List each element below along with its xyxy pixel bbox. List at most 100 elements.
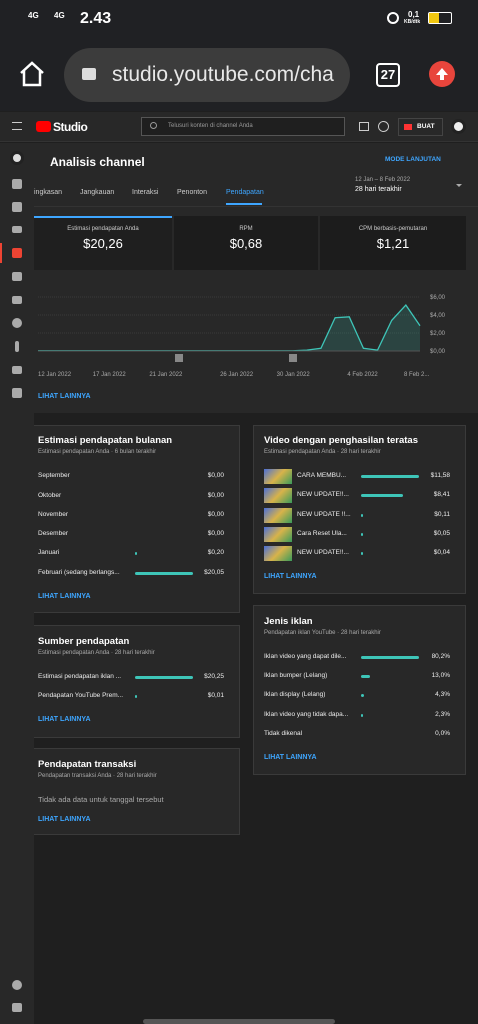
- row-label: November: [38, 511, 68, 518]
- home-icon[interactable]: [18, 60, 46, 88]
- row-value: 4,3%: [435, 691, 450, 698]
- battery: [428, 12, 452, 24]
- empty-message: Tidak ada data untuk tanggal tersebut: [38, 795, 164, 804]
- customize-icon[interactable]: [12, 366, 22, 374]
- row-label: Iklan video yang tidak dapa...: [264, 711, 349, 718]
- channel-avatar[interactable]: [10, 151, 24, 165]
- bar: [135, 694, 137, 698]
- metric-box[interactable]: [320, 216, 466, 270]
- settings-icon[interactable]: [12, 980, 22, 990]
- metric-box[interactable]: [174, 216, 318, 270]
- metric-box[interactable]: [34, 216, 172, 270]
- date-dropdown[interactable]: [456, 184, 462, 187]
- speed: 0,1: [408, 10, 420, 19]
- bar: [361, 693, 365, 697]
- tab[interactable]: Jangkauan: [80, 189, 115, 196]
- url: studio.youtube.com/cha: [112, 63, 334, 86]
- advanced-mode[interactable]: MODE LANJUTAN: [385, 156, 441, 163]
- speed-unit: KB/dtk: [404, 19, 421, 25]
- row-value: 80,2%: [431, 653, 450, 660]
- card-link[interactable]: LIHAT LAINNYA: [38, 816, 91, 823]
- feedback-icon[interactable]: [12, 1003, 22, 1012]
- row-label: NEW UPDATE!!...: [297, 549, 349, 556]
- bar: [361, 674, 371, 678]
- lock-icon: [82, 68, 96, 80]
- x-tick-label: 21 Jan 2022: [149, 372, 183, 378]
- row-label: Iklan display (Lelang): [264, 691, 326, 698]
- page-title: Analisis channel: [50, 155, 145, 169]
- bar: [361, 713, 363, 717]
- content-icon[interactable]: [12, 202, 22, 212]
- x-tick-label: 26 Jan 2022: [220, 372, 254, 378]
- bar: [135, 571, 193, 575]
- help-icon[interactable]: [378, 121, 389, 132]
- card-link[interactable]: LIHAT LAINNYA: [38, 716, 91, 723]
- row-value: $0,01: [207, 692, 224, 699]
- logo: Studio: [53, 120, 88, 134]
- tab-divider: [34, 206, 478, 207]
- row-value: $0,00: [207, 472, 224, 479]
- metric-value: $20,26: [83, 236, 123, 251]
- bar: [361, 513, 363, 517]
- row-value: $0,00: [207, 530, 224, 537]
- row-label: Tidak dikenal: [264, 730, 303, 737]
- playlist-icon[interactable]: [12, 226, 22, 233]
- url-bar[interactable]: [64, 48, 350, 102]
- y-tick-label: $6,00: [430, 295, 446, 301]
- dashboard-icon[interactable]: [12, 179, 22, 189]
- menu-icon[interactable]: [12, 122, 22, 130]
- monthly-revenue-card: [30, 425, 240, 613]
- tab[interactable]: Interaksi: [132, 189, 159, 196]
- card-subtitle: Estimasi pendapatan Anda · 28 hari terak…: [264, 449, 381, 455]
- thumbnail: [264, 469, 292, 484]
- card-link[interactable]: LIHAT LAINNYA: [264, 573, 317, 580]
- metric-label: Estimasi pendapatan Anda: [67, 226, 139, 232]
- search-box[interactable]: [141, 117, 345, 136]
- card-subtitle: Estimasi pendapatan Anda · 6 bulan terak…: [38, 449, 157, 455]
- tab[interactable]: ingkasan: [34, 189, 63, 196]
- bar: [361, 532, 363, 536]
- active-indicator: [0, 243, 2, 263]
- bar: [361, 493, 404, 497]
- audio-icon[interactable]: [12, 388, 22, 398]
- earn-icon[interactable]: [15, 341, 19, 352]
- card-subtitle: Pendapatan iklan YouTube · 28 hari terak…: [264, 630, 381, 636]
- create-button[interactable]: [398, 118, 443, 136]
- metric-label: CPM berbasis-pemutaran: [358, 226, 428, 232]
- area: [38, 305, 420, 351]
- tab[interactable]: Pendapatan: [226, 189, 264, 196]
- ad-types-card: [253, 605, 466, 775]
- row-label: NEW UPDATE!!...: [297, 491, 349, 498]
- tab[interactable]: Penonton: [177, 189, 207, 196]
- comments-icon[interactable]: [12, 272, 22, 281]
- tab-count[interactable]: 27: [376, 63, 400, 87]
- row-label: Desember: [38, 530, 68, 537]
- row-label: Iklan video yang dapat dile...: [264, 653, 347, 660]
- chart-link[interactable]: LIHAT LAINNYA: [38, 393, 91, 400]
- alarm-icon: [387, 12, 399, 24]
- avatar[interactable]: [451, 119, 466, 134]
- row-label: September: [38, 472, 70, 479]
- row-value: $0,20: [207, 549, 224, 556]
- row-label: Januari: [38, 549, 60, 556]
- row-value: $0,00: [207, 492, 224, 499]
- row-value: $11,58: [430, 472, 450, 479]
- date-period[interactable]: 28 hari terakhir: [355, 186, 402, 193]
- home-indicator: [143, 1019, 335, 1024]
- comment-icon[interactable]: [359, 122, 369, 131]
- x-tick-label: 4 Feb 2022: [347, 372, 378, 378]
- row-label: NEW UPDATE !!...: [297, 511, 351, 518]
- row-label: Cara Reset Ula...: [297, 530, 347, 537]
- thumbnail: [264, 508, 292, 523]
- card-link[interactable]: LIHAT LAINNYA: [38, 593, 91, 600]
- logo-icon: [36, 121, 51, 132]
- subtitles-icon[interactable]: [12, 296, 22, 304]
- analytics-icon[interactable]: [12, 248, 22, 258]
- row-value: $0,04: [433, 549, 450, 556]
- x-tick-label: 30 Jan 2022: [277, 372, 311, 378]
- bar: [361, 551, 363, 555]
- card-link[interactable]: LIHAT LAINNYA: [264, 754, 317, 761]
- copyright-icon[interactable]: [12, 318, 22, 328]
- thumbnail: [264, 488, 292, 503]
